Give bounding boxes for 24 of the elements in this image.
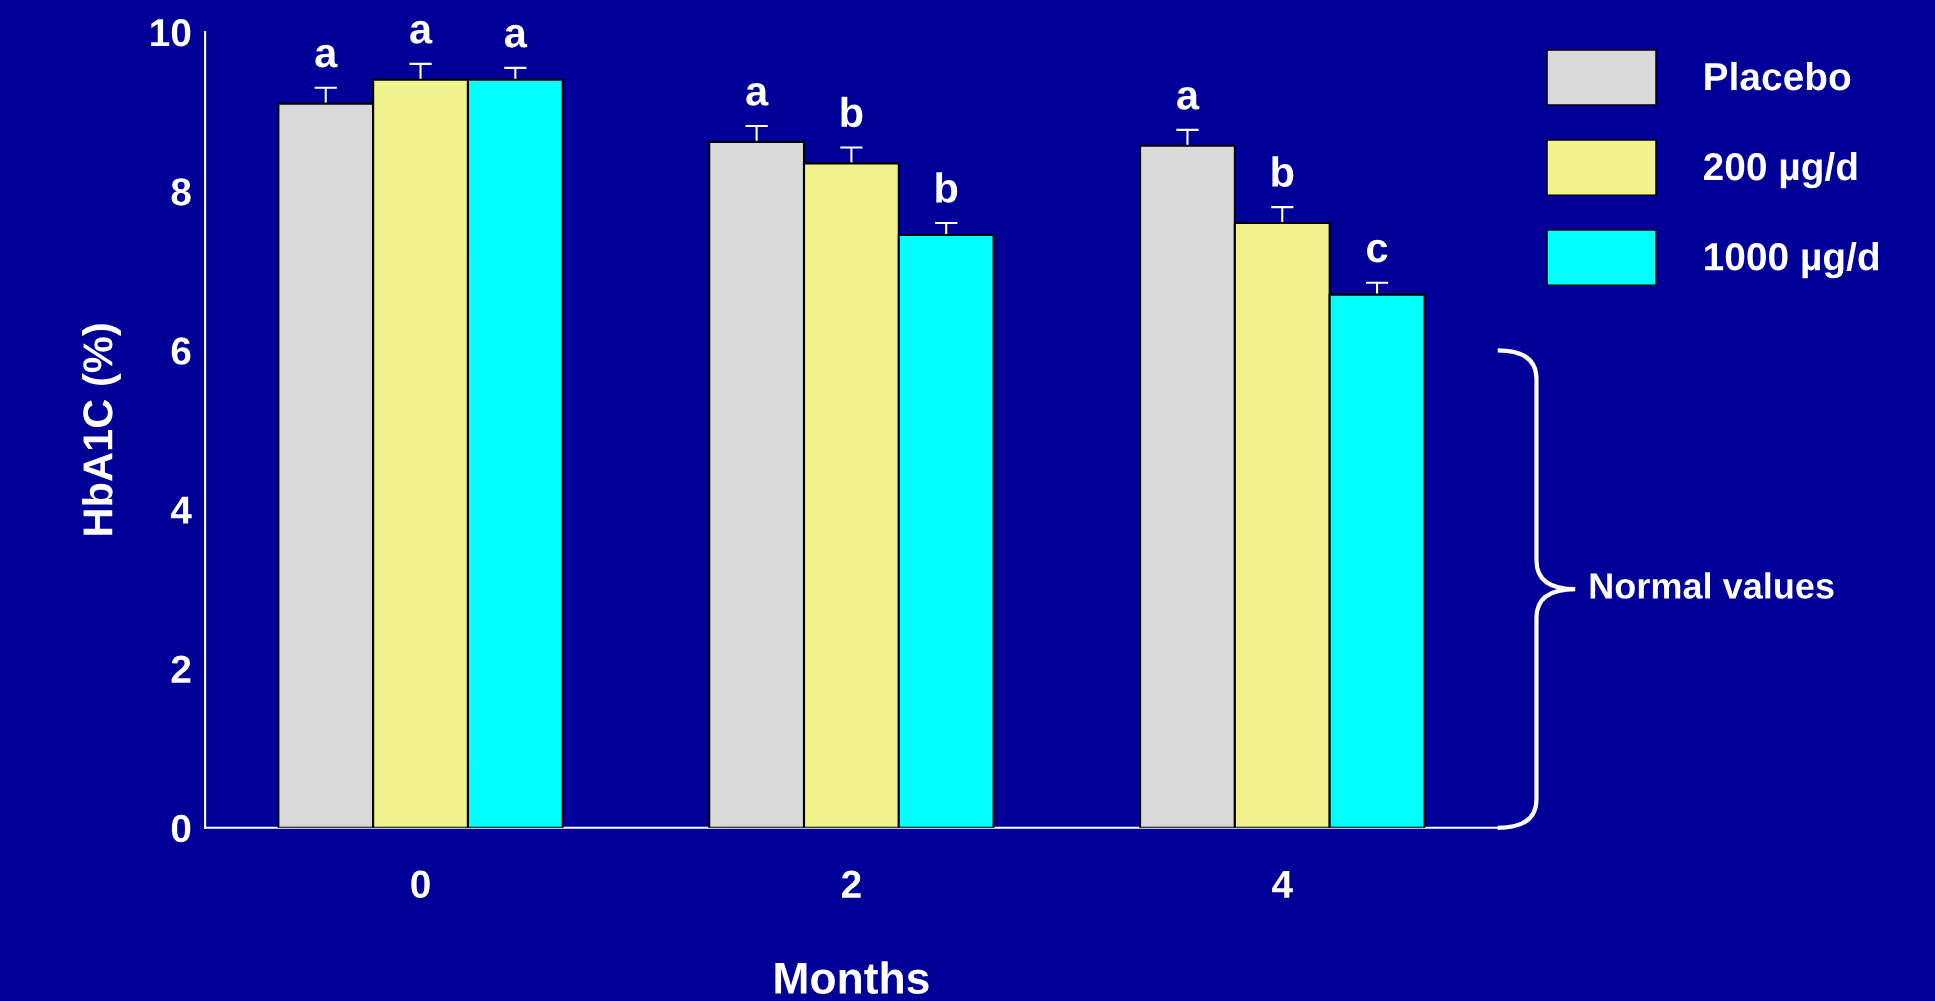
y-tick-label: 4: [170, 496, 192, 524]
data-label: a: [504, 24, 528, 48]
y-tick-label: 8: [171, 178, 191, 206]
x-tick-label: 2: [841, 870, 861, 898]
y-tick-label: 6: [171, 337, 191, 365]
data-label: a: [410, 20, 433, 44]
data-label: a: [746, 82, 769, 106]
data-label: a: [315, 44, 338, 68]
data-label: b: [841, 96, 863, 128]
y-axis-title: HbA1C (%): [82, 324, 121, 535]
legend-label: 1000 µg/d: [1705, 241, 1879, 279]
legend-label: Placebo: [1705, 61, 1851, 91]
x-tick-label: 0: [411, 870, 430, 899]
data-label: c: [1367, 239, 1388, 263]
y-tick-label: 0: [171, 814, 191, 843]
y-tick-label: 10: [151, 18, 191, 47]
y-tick-label: 2: [171, 655, 191, 683]
data-label: b: [1272, 156, 1294, 187]
legend-label: 200 µg/d: [1703, 151, 1857, 189]
data-label: a: [1177, 86, 1200, 110]
text: Normal values: [1590, 572, 1834, 599]
data-label: b: [936, 172, 958, 203]
x-axis-title: Months: [775, 961, 929, 994]
x-tick-label: 4: [1272, 870, 1293, 898]
